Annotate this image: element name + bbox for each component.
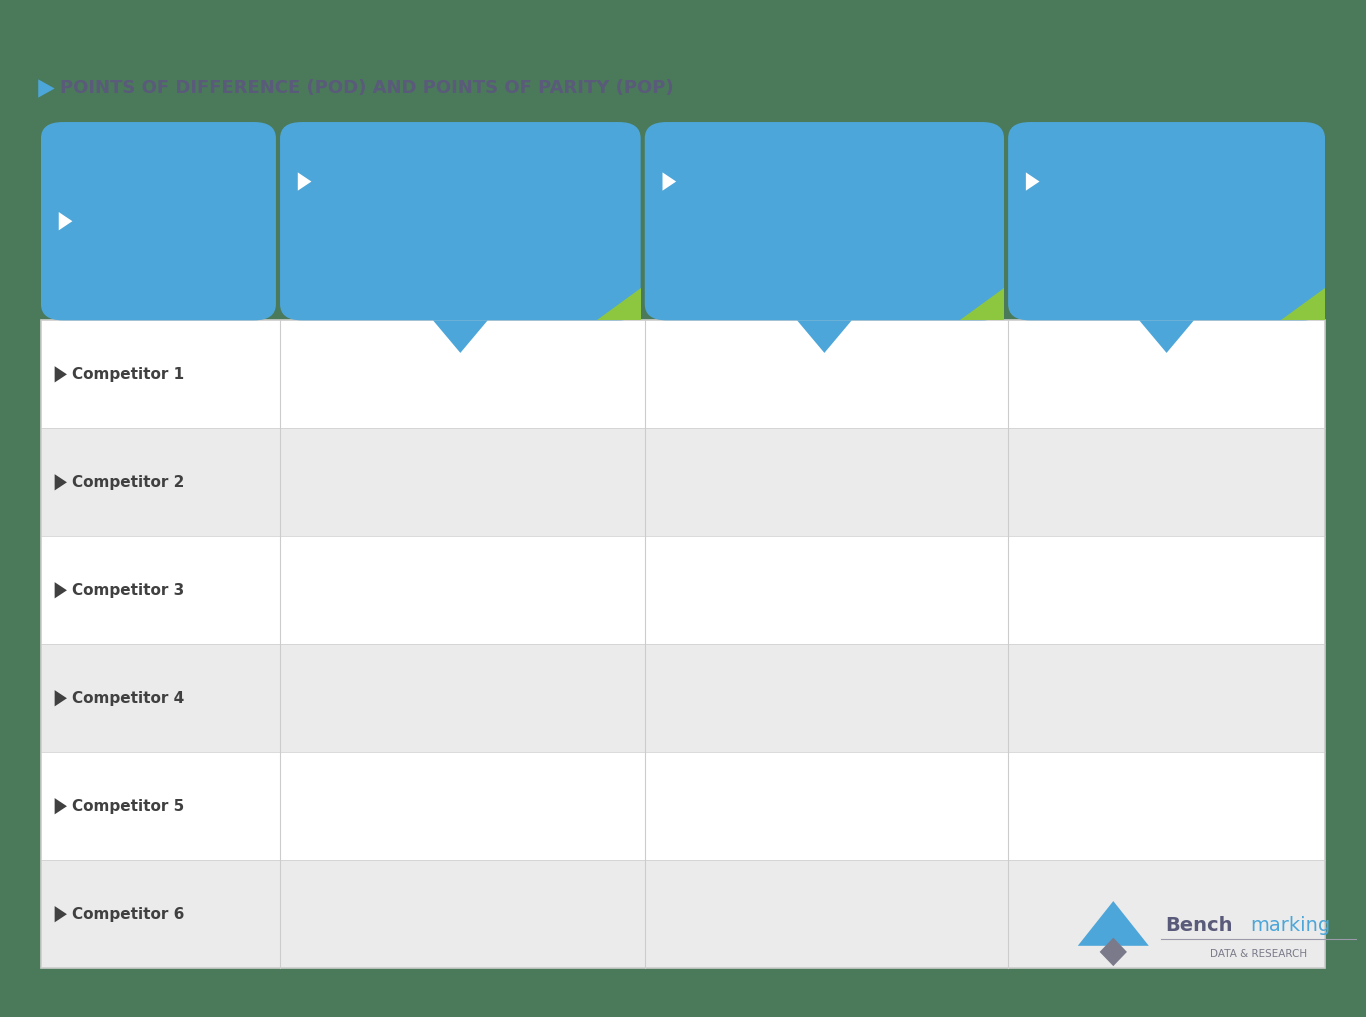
Text: Points of Parity (POP): Points of Parity (POP): [680, 174, 861, 189]
Bar: [41, 320, 1325, 428]
Text: marking: marking: [1250, 916, 1330, 935]
Text: Competitor Points of
Difference (CPOD): Competitor Points of Difference (CPOD): [316, 166, 488, 197]
Polygon shape: [1139, 320, 1194, 353]
Text: Unique Points of
Difference (UPOD): Unique Points of Difference (UPOD): [1044, 166, 1195, 197]
Polygon shape: [1078, 901, 1149, 946]
Bar: [41, 860, 1325, 968]
Bar: [41, 536, 1325, 645]
Polygon shape: [433, 320, 488, 353]
Text: DATA & RESEARCH: DATA & RESEARCH: [1210, 949, 1307, 959]
FancyBboxPatch shape: [280, 122, 641, 320]
Polygon shape: [1100, 938, 1127, 966]
Polygon shape: [55, 474, 67, 490]
Text: Competitor 6: Competitor 6: [72, 907, 184, 921]
Polygon shape: [55, 906, 67, 922]
Bar: [41, 645, 1325, 753]
Text: Competitor 4: Competitor 4: [72, 691, 184, 706]
Polygon shape: [55, 582, 67, 598]
Text: Why are they better
than them?: Why are they better than them?: [1033, 250, 1173, 280]
Polygon shape: [55, 691, 67, 707]
Polygon shape: [1026, 172, 1040, 191]
FancyBboxPatch shape: [1008, 122, 1325, 320]
Polygon shape: [55, 798, 67, 815]
Polygon shape: [960, 288, 1004, 320]
Text: Competitor 3: Competitor 3: [72, 583, 184, 598]
Text: Competitor 5: Competitor 5: [72, 798, 184, 814]
Polygon shape: [59, 212, 72, 230]
FancyBboxPatch shape: [41, 122, 276, 320]
Bar: [41, 320, 1325, 968]
Text: What do you do the
same?: What do you do the same?: [669, 250, 806, 280]
Polygon shape: [1281, 288, 1325, 320]
Polygon shape: [597, 288, 641, 320]
Polygon shape: [38, 79, 55, 98]
Bar: [41, 753, 1325, 860]
Text: Bench: Bench: [1165, 916, 1232, 935]
Text: Why are they better
than you?: Why are they better than you?: [305, 250, 445, 280]
Polygon shape: [55, 366, 67, 382]
Text: POINTS OF DIFFERENCE (POD) AND POINTS OF PARITY (POP): POINTS OF DIFFERENCE (POD) AND POINTS OF…: [60, 79, 673, 98]
Polygon shape: [796, 320, 851, 353]
FancyBboxPatch shape: [645, 122, 1004, 320]
Text: Competitor 1: Competitor 1: [72, 367, 184, 381]
Polygon shape: [663, 172, 676, 191]
Text: COMPANY NAME: COMPANY NAME: [76, 214, 216, 229]
Bar: [41, 428, 1325, 536]
Text: Competitor 2: Competitor 2: [72, 475, 184, 490]
Polygon shape: [298, 172, 311, 191]
